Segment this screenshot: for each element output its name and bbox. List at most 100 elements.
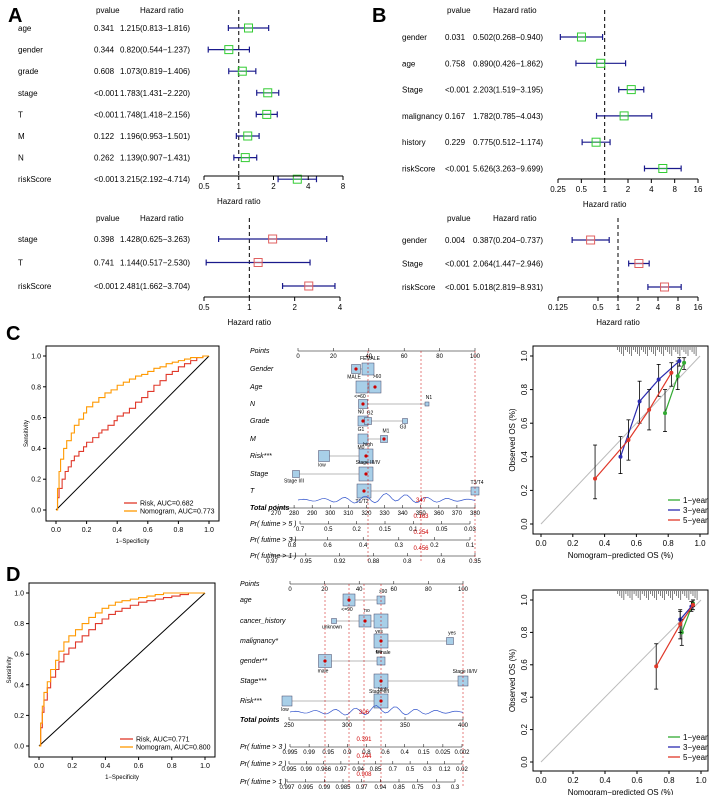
nomogram-level-box xyxy=(446,637,454,645)
nomogram-tick-label: 0.5 xyxy=(324,527,333,533)
row-hr-text: 1.139(0.907−1.431) xyxy=(120,154,190,163)
nomogram-tick-label: 0.02 xyxy=(456,767,468,773)
nomogram-tick-label: 0.75 xyxy=(412,785,424,791)
nomogram-level-label: N0 xyxy=(358,410,365,416)
nomogram-tick-label: 0.1 xyxy=(409,527,418,533)
nomogram-tick-label: 0.1 xyxy=(466,543,475,549)
nomogram-selected-value: 0.391 xyxy=(356,737,372,743)
nomogram-row-label: Pr( futime > 3 ) xyxy=(240,744,286,751)
nomogram-tick-label: 340 xyxy=(398,511,409,517)
x-tick-label: 0.6 xyxy=(143,527,153,534)
row-name: malignancy xyxy=(402,112,442,121)
y-tick-label: 0.4 xyxy=(520,451,529,463)
row-hr-text: 1.196(0.953−1.501) xyxy=(120,132,190,141)
y-tick-label: 1.0 xyxy=(14,591,24,598)
nomogram-selected-value: 306 xyxy=(359,710,370,716)
x-tick-label: 0.5 xyxy=(592,303,604,312)
nomogram-tick-label: 0.985 xyxy=(335,785,351,791)
plot-frame xyxy=(45,345,220,522)
row-hr-text: 0.890(0.426−1.862) xyxy=(473,59,543,68)
panel-letter-b: B xyxy=(372,5,386,27)
x-tick-label: 0.4 xyxy=(112,527,122,534)
x-tick-label: 1 xyxy=(237,182,242,191)
calibration-d-cal: 0.0 0.0 0.2 0.2 0.4 0.4 0.6 0.6 0.8 0.8 1.0 1.0 Nomo… xyxy=(508,589,709,795)
calibration-point xyxy=(593,476,598,481)
x-tick-label: 0.0 xyxy=(34,763,44,770)
nomogram-row-label: gender** xyxy=(240,658,268,665)
nomogram-row-label: Pr( futime > 2 ) xyxy=(240,761,286,768)
x-tick-label: 0.25 xyxy=(550,185,566,194)
nomogram-tick-label: 0.94 xyxy=(352,767,364,773)
calibration-point xyxy=(656,377,661,382)
nomogram-tick-label: 0.03 xyxy=(464,527,476,533)
nomogram-row-label: Points xyxy=(250,348,270,355)
nomogram-tick-label: 350 xyxy=(400,723,411,729)
nomogram-selected-value: 0.254 xyxy=(413,530,429,536)
nomogram-level-label: Stage III/IV xyxy=(356,460,381,466)
row-name: T xyxy=(18,259,23,268)
nomogram-tick-label: 0.15 xyxy=(418,750,430,756)
nomogram-tick-label: 400 xyxy=(458,723,469,729)
header-pvalue: pvalue xyxy=(96,6,120,15)
row-pvalue: <0.001 xyxy=(94,89,119,98)
x-axis-title: Nomogram−predicted OS (%) xyxy=(568,551,674,560)
x-tick-label: 4 xyxy=(338,303,343,312)
legend-label: 1−year xyxy=(683,496,708,505)
nomogram-tick-label: 100 xyxy=(458,587,469,593)
nomogram-tick-label: 20 xyxy=(330,354,337,360)
row-hr-text: 2.203(1.519−3.195) xyxy=(473,86,543,95)
roc-curve-risk xyxy=(56,355,209,511)
y-tick-label: 0.2 xyxy=(520,723,529,735)
row-pvalue: 0.741 xyxy=(94,259,115,268)
nomogram-tick-label: 0.5 xyxy=(406,767,415,773)
y-tick-label: 0.4 xyxy=(14,682,24,689)
nomogram-tick-label: 0.8 xyxy=(288,543,297,549)
row-hr-text: 0.820(0.544−1.237) xyxy=(120,46,190,55)
nomogram-row-label: Pr( futime > 3 ) xyxy=(250,537,296,544)
nomogram-row-label: Grade xyxy=(250,418,270,425)
x-tick-label: 8 xyxy=(676,303,681,312)
nomogram-tick-label: 290 xyxy=(307,511,318,517)
header-hazard-ratio: Hazard ratio xyxy=(493,214,537,223)
row-name: riskScore xyxy=(402,165,436,174)
x-tick-label: 0.2 xyxy=(67,763,77,770)
nomogram-selected-point xyxy=(364,472,368,476)
x-tick-label: 0.6 xyxy=(631,776,643,785)
row-hr-text: 3.215(2.192−4.714) xyxy=(120,175,190,184)
row-name: gender xyxy=(402,33,427,42)
nomogram-level-label: M0 xyxy=(358,445,365,451)
row-hr-text: 1.073(0.819−1.406) xyxy=(120,67,190,76)
nomogram-tick-label: 0.997 xyxy=(279,785,295,791)
y-axis-title: Observed OS (%) xyxy=(508,649,517,712)
nomogram-tick-label: 0.99 xyxy=(318,785,330,791)
nomogram-selected-point xyxy=(362,489,366,493)
nomogram-tick-label: 0.92 xyxy=(334,559,346,565)
y-tick-label: 0.4 xyxy=(520,691,529,703)
nomogram-c-nomogram: Points 0 20 40 60 80 100 Gender MALE FEMALE Age <=6… xyxy=(249,348,484,565)
x-axis-title: Hazard ratio xyxy=(583,200,627,209)
panel-letter-d: D xyxy=(6,564,20,586)
roc-curve-nomogram xyxy=(39,592,205,747)
nomogram-level-box xyxy=(424,401,430,407)
nomogram-tick-label: 60 xyxy=(401,354,408,360)
calibration-line-2 xyxy=(594,372,672,480)
x-tick-label: 16 xyxy=(694,185,703,194)
nomogram-level-label: Stage I/II xyxy=(284,479,304,485)
row-pvalue: 0.344 xyxy=(94,46,115,55)
legend-label: 3−year xyxy=(683,743,708,752)
row-hr-text: 5.626(3.263−9.699) xyxy=(473,165,543,174)
x-tick-label: 2 xyxy=(626,185,631,194)
nomogram-row-label: Age xyxy=(249,384,263,391)
nomogram-tick-label: 0.97 xyxy=(356,785,368,791)
row-pvalue: <0.001 xyxy=(445,260,470,269)
calibration-point xyxy=(678,622,683,627)
nomogram-level-label: G1 xyxy=(358,427,365,433)
nomogram-tick-label: 60 xyxy=(390,587,397,593)
nomogram-level-label: no xyxy=(376,649,382,655)
x-tick-label: 1.0 xyxy=(694,539,706,548)
legend-label: 5−year xyxy=(683,753,708,762)
x-tick-label: 0.6 xyxy=(134,763,144,770)
legend-label: Nomogram, AUC=0.800 xyxy=(136,745,211,752)
x-tick-label: 0.5 xyxy=(198,303,210,312)
